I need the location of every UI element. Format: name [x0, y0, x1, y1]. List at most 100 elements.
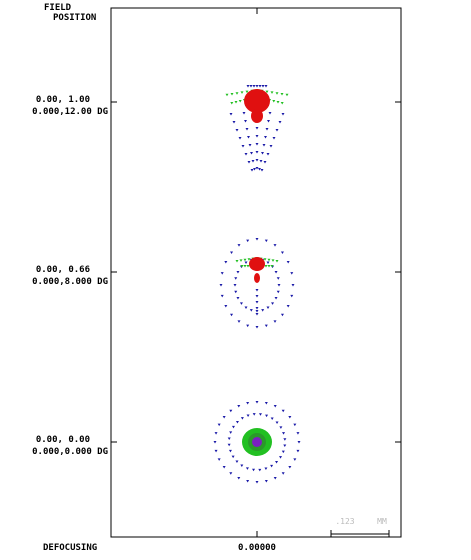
spot: [265, 128, 269, 131]
spot: [290, 272, 294, 275]
spot: [239, 259, 243, 262]
spot: [278, 121, 282, 124]
spot: [276, 290, 280, 294]
spot: [282, 432, 286, 435]
spot: [246, 402, 250, 405]
spot: [258, 85, 262, 88]
spot: [230, 313, 234, 317]
spot-core: [254, 273, 260, 283]
spot: [264, 136, 267, 139]
spot: [267, 120, 270, 123]
spot: [232, 121, 236, 124]
scale-unit: MM: [377, 517, 387, 526]
spot: [255, 301, 259, 304]
spot: [261, 85, 265, 88]
spot: [290, 294, 294, 298]
spot: [280, 93, 284, 96]
spot: [220, 272, 224, 275]
defocus-value: 0.00000: [238, 543, 276, 553]
spot: [275, 92, 279, 95]
spot: [235, 92, 239, 95]
spot: [229, 409, 233, 413]
spot: [285, 93, 289, 97]
spot: [252, 468, 256, 472]
spot: [249, 309, 253, 312]
spot: [246, 414, 250, 417]
spot: [233, 284, 237, 287]
spot: [255, 313, 259, 316]
spot: [283, 438, 287, 441]
spot: [225, 93, 229, 97]
spot: [271, 259, 275, 262]
field-angle: 0.000,12.00 DG: [32, 107, 108, 117]
spot: [297, 441, 301, 444]
spot: [255, 481, 259, 484]
spot: [240, 417, 244, 420]
spot: [220, 294, 224, 298]
spot: [237, 244, 241, 247]
spot: [255, 289, 259, 292]
spot: [286, 305, 290, 308]
spot: [273, 320, 277, 323]
scale-value: .123: [335, 517, 354, 526]
spot: [241, 145, 245, 148]
frame: [110, 7, 402, 538]
spot: [217, 458, 221, 461]
spot: [235, 460, 239, 464]
spot-core: [252, 437, 262, 447]
spot: [279, 426, 283, 429]
spot: [270, 464, 274, 468]
spot: [247, 161, 251, 164]
spot: [259, 160, 263, 163]
spot: [267, 258, 271, 262]
spot: [264, 85, 268, 88]
spot: [276, 101, 280, 104]
spot: [293, 458, 297, 461]
spot: [240, 464, 244, 468]
spot: [249, 85, 253, 88]
spot: [288, 465, 292, 469]
spot: [280, 102, 284, 105]
spot: [243, 265, 247, 268]
spot: [264, 265, 268, 268]
spot: [266, 306, 270, 310]
field-position: 0.00, 0.00: [36, 435, 90, 445]
spot: [275, 129, 279, 132]
spot: [237, 404, 241, 408]
spot: [280, 313, 284, 317]
spot: [283, 444, 287, 447]
spot: [255, 127, 259, 130]
spot: [296, 449, 300, 453]
spot: [255, 167, 259, 170]
spot: [266, 261, 270, 264]
spot: [255, 135, 259, 138]
spot: [234, 101, 238, 104]
spot: [270, 417, 274, 420]
spot: [255, 159, 259, 162]
spot: [253, 168, 256, 171]
spot: [250, 169, 254, 172]
spot: [235, 129, 239, 132]
spot: [264, 402, 268, 405]
spot: [252, 413, 256, 416]
spot: [280, 251, 284, 254]
spot: [246, 265, 250, 268]
spot: [244, 153, 248, 156]
spot: [248, 144, 252, 147]
spot: [236, 271, 240, 274]
spot: [245, 90, 249, 94]
spot: [265, 414, 269, 418]
plot-border: [110, 7, 402, 538]
spot: [247, 258, 251, 261]
spot: [258, 413, 262, 416]
spot: [238, 100, 242, 103]
spot: [219, 284, 223, 287]
spot: [234, 277, 238, 280]
spot: [255, 326, 259, 329]
spot: [239, 302, 243, 305]
spot: [255, 238, 259, 241]
spot: [263, 161, 267, 164]
spot: [279, 456, 283, 459]
spot: [275, 421, 279, 424]
